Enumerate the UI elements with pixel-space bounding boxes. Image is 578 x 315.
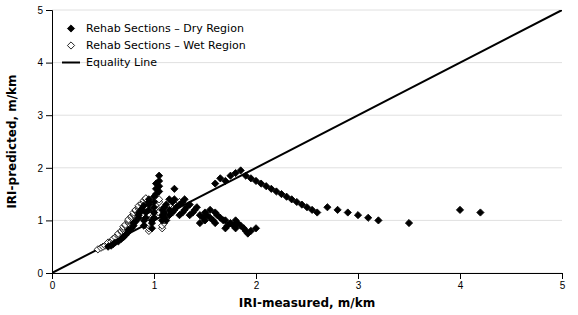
point xyxy=(456,206,463,213)
y-tick-mark xyxy=(46,63,52,64)
point xyxy=(365,214,372,221)
grid-line xyxy=(52,167,562,168)
point xyxy=(171,185,178,192)
point xyxy=(477,209,484,216)
x-tick: 3 xyxy=(356,273,362,291)
y-tick: 3 xyxy=(37,110,52,121)
legend-label: Equality Line xyxy=(86,56,157,69)
x-tick-mark xyxy=(256,273,257,279)
grid xyxy=(52,10,562,273)
legend-symbol xyxy=(67,42,74,49)
legend-item: Rehab Sections – Wet Region xyxy=(67,39,245,52)
y-tick-label: 0 xyxy=(37,268,43,279)
x-tick: 4 xyxy=(458,273,464,291)
y-tick: 4 xyxy=(37,57,52,68)
chart: 0 1 2 3 4 5 0 1 2 3 4 5 IRI-measured, m/km IRI-predic… xyxy=(0,0,578,315)
legend-symbol xyxy=(62,62,80,64)
grid-line xyxy=(52,115,562,116)
x-tick-mark xyxy=(460,273,461,279)
y-tick-mark xyxy=(46,168,52,169)
x-tick: 2 xyxy=(254,273,260,291)
x-tick-mark xyxy=(358,273,359,279)
x-tick-label: 4 xyxy=(458,280,464,291)
legend-symbol xyxy=(67,25,74,32)
x-tick-label: 0 xyxy=(50,280,56,291)
point xyxy=(212,219,219,226)
equality-line xyxy=(52,10,562,273)
y-tick: 1 xyxy=(37,215,52,226)
y-axis: 0 1 2 3 4 5 xyxy=(37,5,52,279)
point xyxy=(375,217,382,224)
x-axis: 0 1 2 3 4 5 xyxy=(50,273,566,291)
x-axis-line xyxy=(53,274,563,280)
y-tick-label: 1 xyxy=(37,215,43,226)
point xyxy=(222,177,229,184)
y-tick-mark xyxy=(46,10,52,11)
point xyxy=(237,167,244,174)
point xyxy=(155,172,162,179)
point xyxy=(193,204,200,211)
y-tick-mark xyxy=(46,220,52,221)
point xyxy=(171,196,178,203)
point xyxy=(181,196,188,203)
grid-line xyxy=(52,10,562,11)
point xyxy=(405,219,412,226)
legend-label: Rehab Sections – Dry Region xyxy=(86,22,244,35)
marks xyxy=(52,10,562,273)
x-tick-mark xyxy=(562,273,563,279)
point xyxy=(186,201,193,208)
legend-item: Rehab Sections – Dry Region xyxy=(67,22,243,35)
point xyxy=(334,206,341,213)
y-tick-label: 2 xyxy=(37,163,43,174)
point xyxy=(354,212,361,219)
x-tick-mark xyxy=(154,273,155,279)
point xyxy=(324,204,331,211)
x-tick-label: 2 xyxy=(254,280,260,291)
legend-item: Equality Line xyxy=(62,56,157,69)
point xyxy=(344,209,351,216)
y-tick-label: 3 xyxy=(37,110,43,121)
series xyxy=(94,195,183,253)
x-tick: 5 xyxy=(560,273,566,291)
x-axis-title: IRI-measured, m/km xyxy=(239,296,375,310)
y-axis-title: IRI-predicted, m/km xyxy=(5,74,19,208)
y-tick-mark xyxy=(46,273,52,274)
y-tick-label: 5 xyxy=(37,5,43,16)
x-tick: 1 xyxy=(152,273,158,291)
y-tick: 2 xyxy=(37,163,52,174)
legend-label: Rehab Sections – Wet Region xyxy=(86,39,246,52)
x-tick: 0 xyxy=(50,273,56,291)
y-tick-label: 4 xyxy=(37,57,43,68)
plot: 0 1 2 3 4 5 0 1 2 3 4 5 IRI-measured, m/km IRI-predic… xyxy=(5,5,566,310)
x-tick-label: 1 xyxy=(152,280,158,291)
point xyxy=(314,209,321,216)
point xyxy=(252,225,259,232)
series xyxy=(104,167,484,250)
x-tick-label: 5 xyxy=(560,280,566,291)
point xyxy=(212,180,219,187)
y-tick: 0 xyxy=(37,268,52,279)
legend: Rehab Sections – Dry Region Rehab Section… xyxy=(62,22,246,69)
y-axis-line xyxy=(46,11,53,274)
y-tick: 5 xyxy=(37,5,52,16)
x-tick-label: 3 xyxy=(356,280,362,291)
y-tick-mark xyxy=(46,115,52,116)
